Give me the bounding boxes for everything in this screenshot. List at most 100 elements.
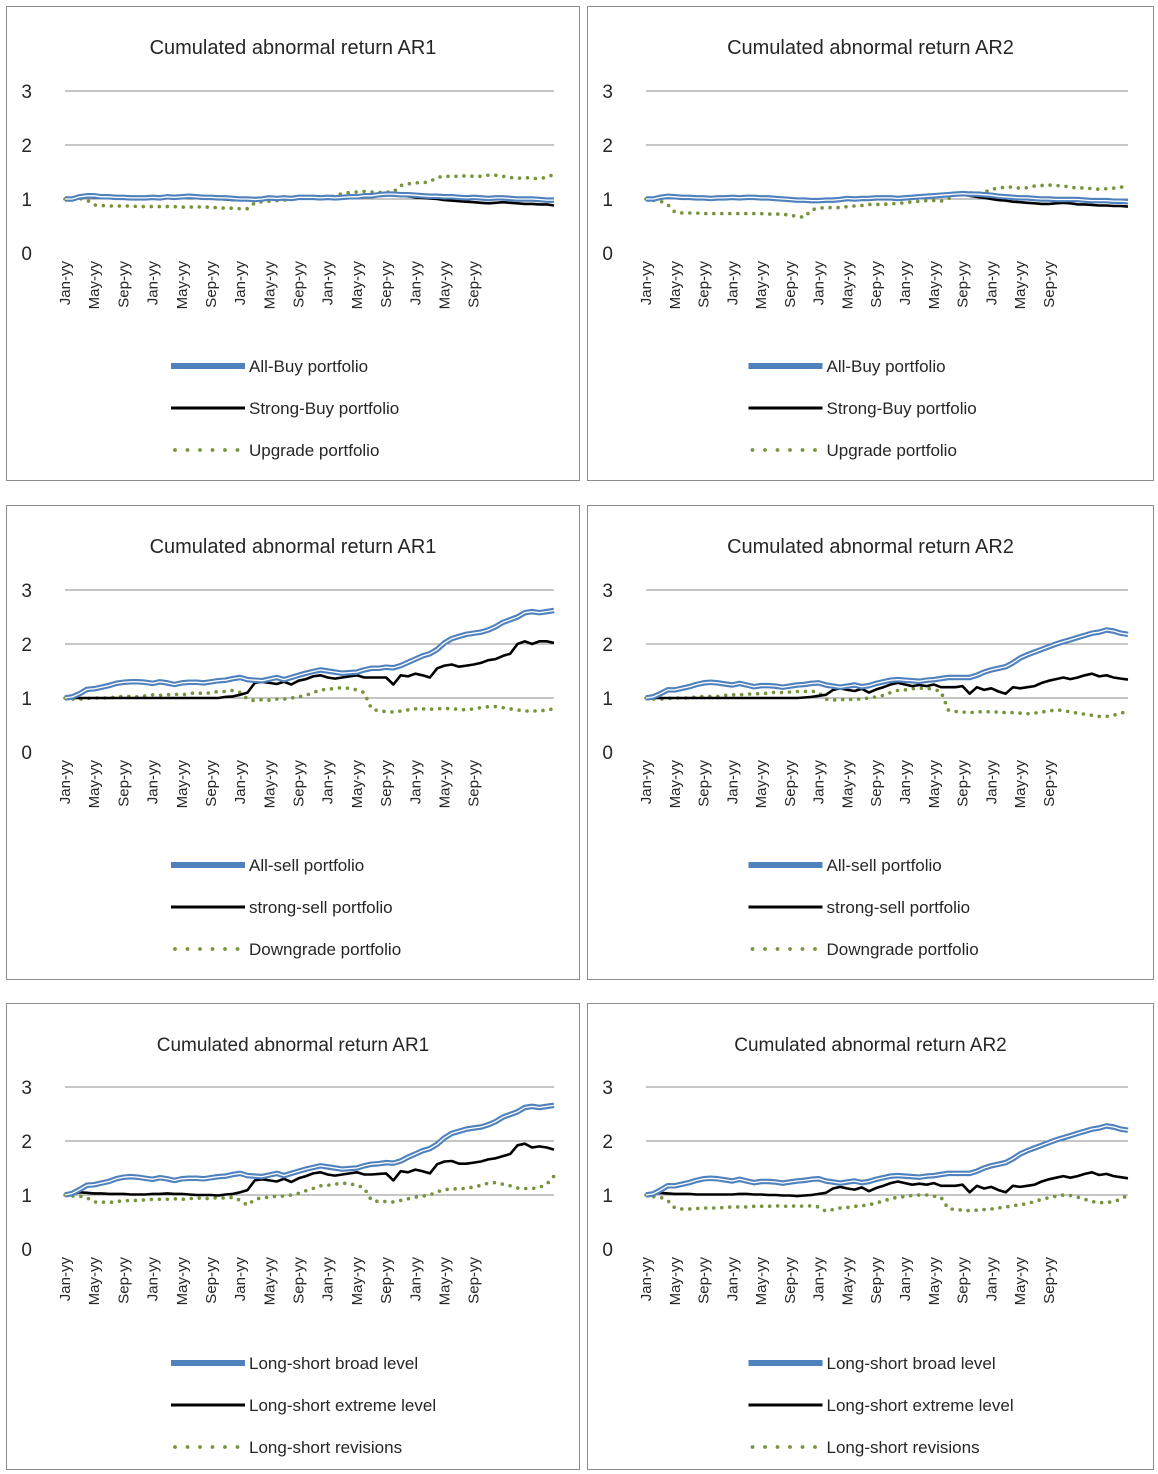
y-tick-label: 2: [21, 635, 32, 656]
y-tick-label: 0: [21, 244, 32, 265]
x-tick-label: Jan-yy: [811, 1257, 828, 1302]
series-line-2: [63, 1174, 556, 1208]
x-tick-label: Jan-yy: [407, 1257, 424, 1302]
x-tick-label: Jan-yy: [811, 261, 828, 306]
chart-title: Cumulated abnormal return AR1: [150, 37, 437, 59]
series-line-0-inner: [64, 1104, 555, 1196]
chart-panel-sell-ar1: Cumulated abnormal return AR1 0 1 2 3 Jan-yy M…: [6, 505, 580, 980]
x-tick-label: Jan-yy: [811, 760, 828, 805]
x-tick-label: May-yy: [437, 261, 454, 310]
x-tick-label: Sep-yy: [955, 261, 972, 308]
x-tick-label: Jan-yy: [407, 760, 424, 805]
y-tick-label: 0: [602, 1240, 613, 1261]
y-tick-label: 1: [602, 190, 613, 211]
series-line-1: [646, 672, 1129, 700]
legend-label-2: Long-short revisions: [827, 1438, 980, 1457]
x-tick-label: Sep-yy: [782, 760, 799, 807]
chart-panel-longshort-ar2: Cumulated abnormal return AR2 0 1 2 3 Jan-yy M…: [587, 1003, 1154, 1470]
x-tick-label: Sep-yy: [115, 760, 132, 807]
series-line-2: [644, 686, 1130, 719]
x-tick-label: Jan-yy: [983, 1257, 1000, 1302]
y-tick-label: 2: [602, 136, 613, 157]
legend-label-1: Long-short extreme level: [827, 1396, 1014, 1415]
x-tick-label: May-yy: [1012, 1257, 1029, 1306]
chart-title: Cumulated abnormal return AR1: [150, 536, 437, 558]
x-tick-label: May-yy: [753, 1257, 770, 1306]
x-tick-label: May-yy: [261, 261, 278, 310]
x-tick-label: May-yy: [839, 760, 856, 809]
y-tick-label: 1: [602, 689, 613, 710]
series-line-0-inner: [65, 193, 554, 201]
x-tick-label: May-yy: [174, 760, 191, 809]
x-tick-label: Jan-yy: [638, 1257, 655, 1302]
legend-label-2: Downgrade portfolio: [827, 940, 979, 959]
x-tick-label: Sep-yy: [378, 261, 395, 308]
x-tick-label: May-yy: [437, 1257, 454, 1306]
series-line-0: [645, 627, 1129, 701]
series-line-0: [64, 1102, 555, 1198]
chart-panel-buy-ar2: Cumulated abnormal return AR2 0 1 2 3 Jan-yy M…: [587, 6, 1154, 481]
x-tick-label: May-yy: [261, 1257, 278, 1306]
legend-label-0: All-Buy portfolio: [827, 357, 946, 376]
y-tick-label: 0: [602, 743, 613, 764]
legend-label-0: Long-short broad level: [249, 1354, 418, 1373]
y-tick-label: 1: [602, 1186, 613, 1207]
chart-svg: Cumulated abnormal return AR2 0 1 2 3 Jan-yy M…: [602, 37, 1130, 460]
y-tick-label: 3: [21, 82, 32, 103]
x-tick-label: May-yy: [349, 760, 366, 809]
x-tick-label: May-yy: [349, 261, 366, 310]
x-tick-label: Sep-yy: [203, 760, 220, 807]
y-tick-label: 1: [21, 190, 32, 211]
chart-svg: Cumulated abnormal return AR2 0 1 2 3 Jan-yy M…: [602, 536, 1130, 959]
x-tick-label: May-yy: [86, 760, 103, 809]
x-tick-label: May-yy: [437, 760, 454, 809]
chart-title: Cumulated abnormal return AR1: [157, 1035, 429, 1056]
x-tick-label: May-yy: [86, 1257, 103, 1306]
x-tick-label: Jan-yy: [145, 1257, 162, 1302]
y-tick-label: 1: [21, 1186, 32, 1207]
legend-label-1: Long-short extreme level: [249, 1396, 436, 1415]
x-tick-label: May-yy: [667, 1257, 684, 1306]
x-tick-label: Jan-yy: [57, 760, 74, 805]
chart-title: Cumulated abnormal return AR2: [727, 37, 1014, 59]
x-tick-label: Sep-yy: [868, 1257, 885, 1304]
series-line-1: [64, 1142, 555, 1197]
chart-svg: Cumulated abnormal return AR2 0 1 2 3 Jan-yy M…: [602, 1035, 1130, 1457]
y-tick-label: 3: [602, 1078, 613, 1099]
x-tick-label: Sep-yy: [378, 760, 395, 807]
series-line-2: [644, 1193, 1130, 1214]
y-tick-label: 0: [21, 743, 32, 764]
series-line-2: [63, 685, 556, 714]
x-tick-label: Jan-yy: [232, 760, 249, 805]
x-tick-label: Jan-yy: [983, 261, 1000, 306]
x-tick-label: May-yy: [86, 261, 103, 310]
series-line-0-inner: [64, 609, 555, 699]
y-tick-label: 0: [602, 244, 613, 265]
x-tick-label: May-yy: [174, 1257, 191, 1306]
x-tick-label: Jan-yy: [145, 760, 162, 805]
x-tick-label: Sep-yy: [203, 261, 220, 308]
x-tick-label: Jan-yy: [320, 261, 337, 306]
x-tick-label: Jan-yy: [897, 261, 914, 306]
y-tick-label: 3: [21, 581, 32, 602]
x-tick-label: May-yy: [1012, 261, 1029, 310]
series-line-0-inner: [645, 629, 1129, 699]
x-tick-label: Sep-yy: [782, 1257, 799, 1304]
x-tick-label: May-yy: [926, 760, 943, 809]
x-tick-label: Jan-yy: [145, 261, 162, 306]
legend-label-2: Downgrade portfolio: [249, 940, 401, 959]
x-tick-label: Jan-yy: [638, 760, 655, 805]
x-tick-label: Sep-yy: [1041, 261, 1058, 308]
x-tick-label: Sep-yy: [696, 1257, 713, 1304]
y-tick-label: 2: [21, 1132, 32, 1153]
series-line-0: [64, 607, 555, 701]
x-tick-label: Jan-yy: [232, 1257, 249, 1302]
legend-label-2: Upgrade portfolio: [249, 441, 379, 460]
x-tick-label: Jan-yy: [232, 261, 249, 306]
x-tick-label: Jan-yy: [320, 1257, 337, 1302]
legend-label-0: All-Buy portfolio: [249, 357, 368, 376]
x-tick-label: May-yy: [753, 261, 770, 310]
legend-label-1: Strong-Buy portfolio: [827, 399, 977, 418]
legend-label-2: Upgrade portfolio: [827, 441, 957, 460]
x-tick-label: Sep-yy: [1041, 760, 1058, 807]
